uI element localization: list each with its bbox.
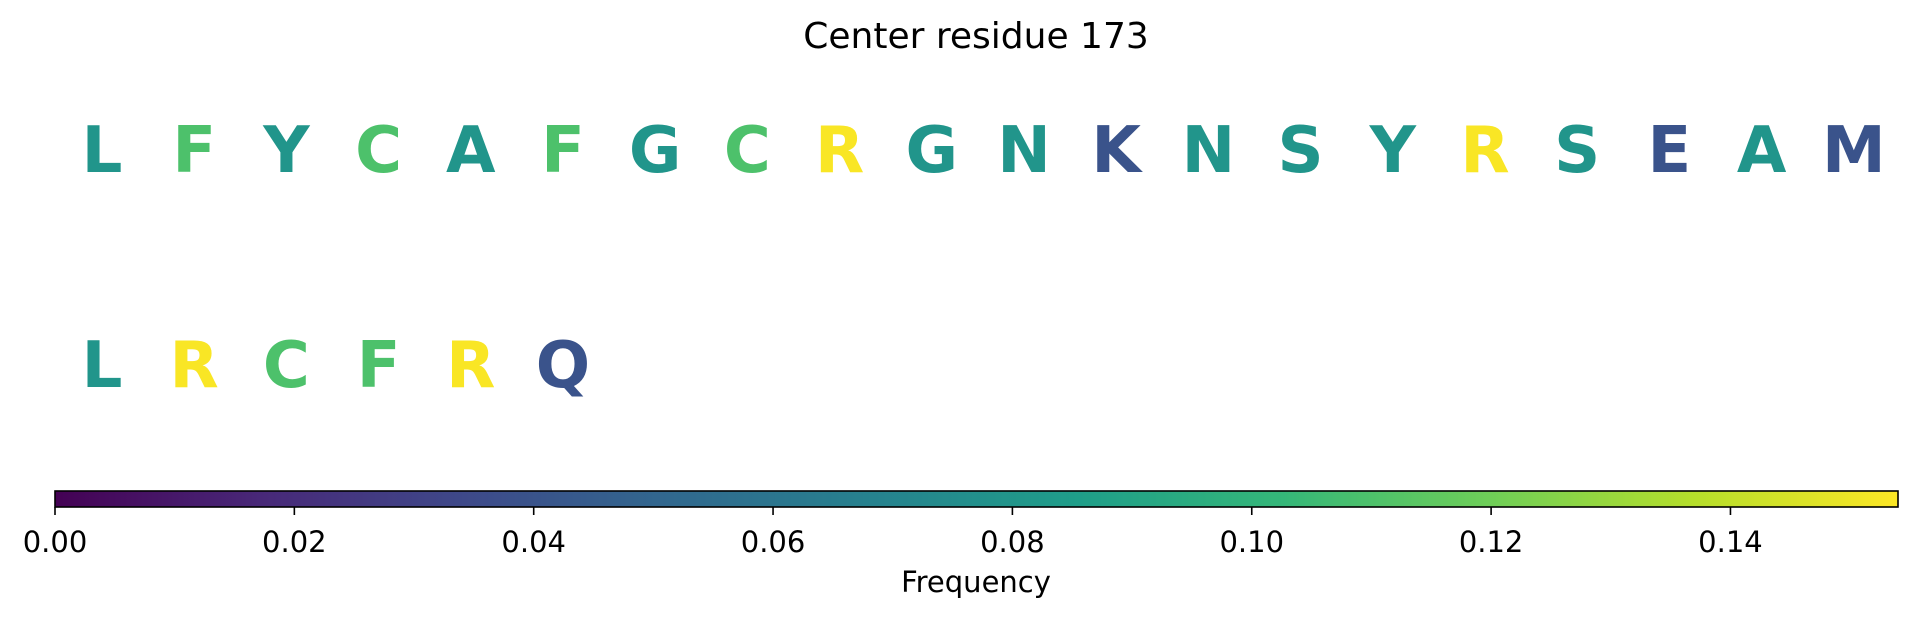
residue-letter: S <box>1554 114 1600 188</box>
colorbar-tick-label: 0.12 <box>1459 525 1524 559</box>
residue-letter: F <box>357 329 401 403</box>
residue-letter: Y <box>1369 114 1417 188</box>
colorbar-tick-label: 0.02 <box>262 525 327 559</box>
residue-letter: R <box>1460 114 1509 188</box>
colorbar-tick-label: 0.10 <box>1219 525 1284 559</box>
colorbar-gradient <box>54 490 1899 508</box>
residue-letter: S <box>1278 114 1324 188</box>
residue-letter: N <box>997 114 1051 188</box>
colorbar-tick-label: 0.00 <box>23 525 88 559</box>
colorbar-ticks: 0.00 0.02 0.04 0.06 0.08 0.10 0.12 0.14 <box>23 507 1763 559</box>
residue-letter: A <box>1737 114 1787 188</box>
residue-grid: L F Y C A F G C R G N K N S Y R S E A ML R C F R Q <box>82 114 1886 403</box>
residue-letter: R <box>446 329 495 403</box>
chart-title: Center residue 173 <box>803 16 1149 57</box>
residue-letter: C <box>263 329 310 403</box>
colorbar-label: Frequency <box>901 565 1051 599</box>
residue-letter: M <box>1822 114 1886 188</box>
residue-letter: Q <box>536 329 590 403</box>
residue-letter: R <box>170 329 219 403</box>
residue-letter: F <box>172 114 216 188</box>
residue-letter: C <box>724 114 771 188</box>
residue-letter: K <box>1091 114 1143 188</box>
residue-letter: C <box>355 114 402 188</box>
colorbar: 0.00 0.02 0.04 0.06 0.08 0.10 0.12 0.14 Frequen… <box>23 490 1899 599</box>
residue-letter: G <box>906 114 959 188</box>
residue-letter: N <box>1182 114 1236 188</box>
colorbar-tick-label: 0.14 <box>1698 525 1763 559</box>
colorbar-tick-label: 0.06 <box>741 525 806 559</box>
residue-letter: F <box>541 114 585 188</box>
residue-letter: Y <box>262 114 310 188</box>
residue-letter: L <box>82 329 123 403</box>
residue-letter: L <box>82 114 123 188</box>
residue-letter: A <box>446 114 496 188</box>
colorbar-tick-label: 0.04 <box>501 525 566 559</box>
residue-letter: R <box>815 114 864 188</box>
colorbar-tick-label: 0.08 <box>980 525 1045 559</box>
residue-letter: E <box>1648 114 1692 188</box>
residue-letter: G <box>629 114 682 188</box>
